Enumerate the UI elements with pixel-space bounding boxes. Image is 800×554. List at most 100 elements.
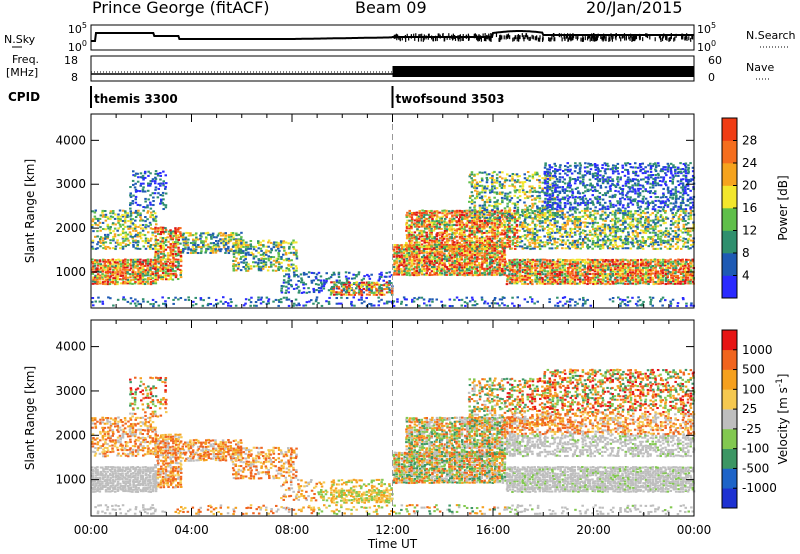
- data-cell: [240, 261, 243, 264]
- data-cell: [548, 210, 552, 213]
- data-cell: [535, 229, 539, 232]
- data-cell: [468, 273, 471, 276]
- data-cell: [481, 199, 484, 202]
- data-cell: [613, 266, 617, 269]
- data-cell: [174, 230, 177, 233]
- data-cell: [261, 267, 265, 270]
- data-cell: [380, 291, 384, 294]
- data-cell: [448, 212, 452, 215]
- data-cell: [104, 264, 107, 267]
- data-cell: [171, 266, 175, 269]
- data-cell: [619, 280, 623, 283]
- data-cell: [423, 213, 426, 216]
- data-cell: [493, 210, 497, 213]
- data-cell: [448, 224, 451, 227]
- data-cell: [659, 262, 662, 265]
- data-cell: [176, 241, 180, 244]
- data-cell: [534, 271, 537, 274]
- data-cell: [511, 263, 514, 266]
- data-cell: [498, 226, 501, 229]
- data-cell: [427, 217, 431, 220]
- data-cell: [617, 274, 620, 277]
- data-cell: [237, 239, 241, 242]
- data-cell: [479, 237, 482, 240]
- data-cell: [315, 273, 319, 276]
- data-cell: [533, 197, 537, 200]
- data-cell: [172, 242, 176, 245]
- data-cell: [438, 217, 442, 220]
- data-cell: [443, 250, 447, 253]
- data-cell: [516, 209, 520, 212]
- data-cell: [604, 259, 608, 262]
- data-cell: [440, 262, 444, 265]
- data-cell: [601, 273, 604, 276]
- data-cell: [405, 255, 409, 258]
- data-cell: [508, 273, 511, 276]
- data-cell: [128, 273, 132, 276]
- data-cell: [468, 227, 472, 230]
- data-cell: [450, 211, 454, 214]
- data-cell: [515, 229, 519, 232]
- data-cell: [440, 251, 444, 254]
- data-cell: [538, 260, 542, 263]
- data-cell: [435, 260, 439, 263]
- data-cell: [460, 247, 464, 250]
- data-cell: [418, 249, 421, 252]
- data-cell: [564, 275, 568, 278]
- data-cell: [392, 249, 396, 252]
- data-cell: [491, 260, 495, 263]
- data-cell: [460, 229, 464, 232]
- data-cell: [549, 270, 553, 273]
- data-cell: [210, 247, 213, 250]
- data-cell: [427, 237, 431, 240]
- data-cell: [552, 216, 555, 219]
- data-cell: [553, 196, 557, 199]
- data-cell: [421, 268, 424, 271]
- data-cell: [516, 179, 520, 182]
- data-cell: [262, 253, 265, 256]
- data-cell: [453, 252, 456, 255]
- data-cell: [687, 282, 690, 285]
- data-cell: [94, 259, 97, 262]
- data-cell: [571, 278, 574, 281]
- data-cell: [405, 241, 408, 244]
- data-cell: [450, 236, 453, 239]
- data-cell: [641, 277, 644, 280]
- data-cell: [506, 213, 510, 216]
- data-cell: [468, 269, 471, 272]
- data-cell: [144, 278, 147, 281]
- data-cell: [96, 282, 99, 285]
- data-cell: [651, 272, 655, 275]
- data-cell: [514, 181, 517, 184]
- data-cell: [114, 213, 117, 216]
- data-cell: [224, 239, 228, 242]
- data-cell: [626, 270, 630, 273]
- data-cell: [123, 263, 127, 266]
- data-cell: [421, 264, 424, 267]
- data-cell: [474, 270, 477, 273]
- data-cell: [684, 280, 687, 283]
- data-cell: [629, 266, 632, 269]
- data-cell: [641, 268, 644, 271]
- data-cell: [119, 233, 122, 236]
- data-cell: [332, 271, 336, 274]
- data-cell: [376, 289, 379, 292]
- data-cell: [491, 185, 494, 188]
- data-cell: [139, 258, 142, 261]
- data-cell: [284, 253, 288, 256]
- data-cell: [400, 251, 403, 254]
- data-cell: [128, 231, 132, 234]
- data-cell: [385, 287, 389, 290]
- data-cell: [194, 248, 198, 251]
- data-cell: [211, 246, 215, 249]
- data-cell: [118, 260, 122, 263]
- data-cell: [147, 174, 150, 177]
- data-cell: [175, 274, 178, 277]
- data-cell: [435, 248, 438, 251]
- data-cell: [526, 195, 529, 198]
- data-cell: [525, 235, 529, 238]
- data-cell: [506, 234, 509, 237]
- data-cell: [463, 209, 467, 212]
- data-cell: [206, 231, 210, 234]
- data-cell: [518, 181, 522, 184]
